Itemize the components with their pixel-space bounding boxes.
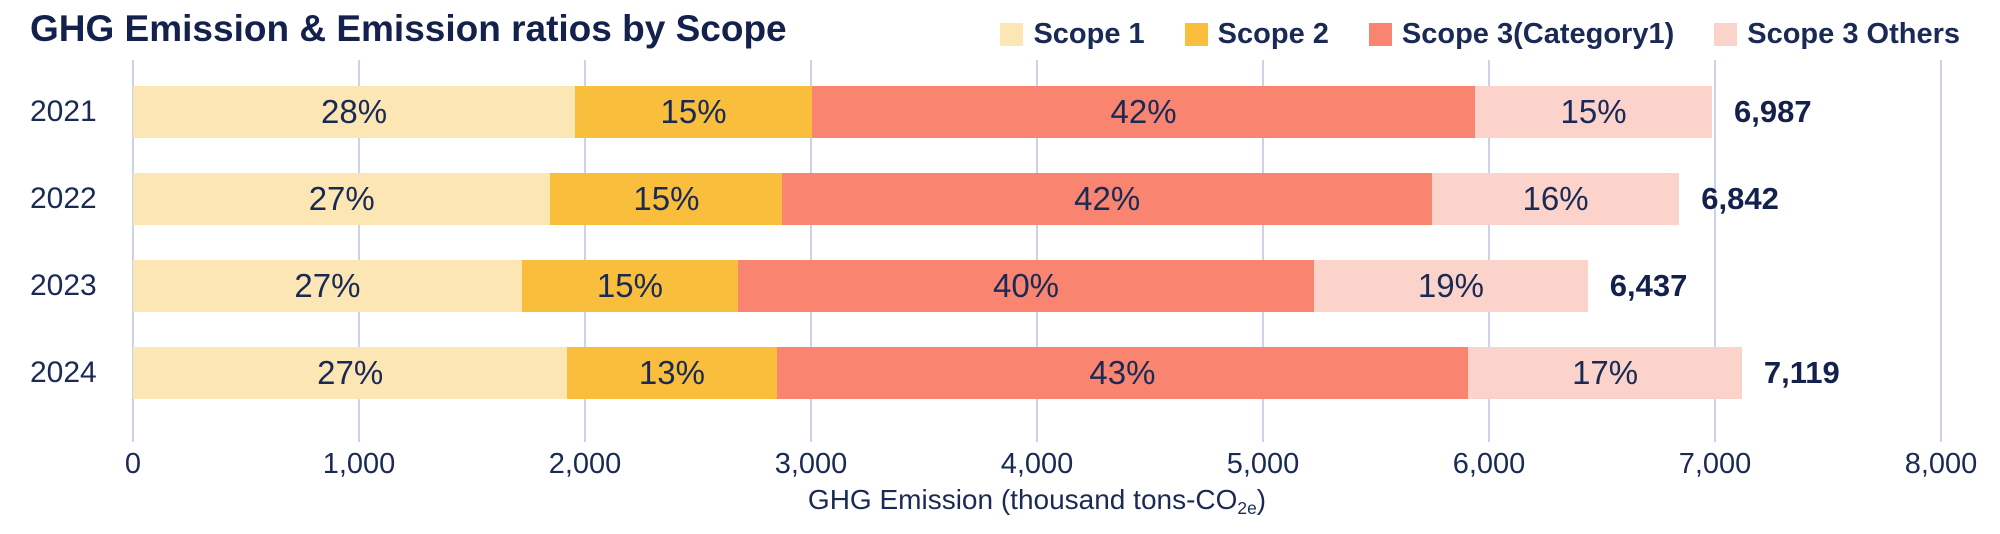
segment-percent-label: 19% <box>1417 267 1484 304</box>
segment-percent-label: 40% <box>992 267 1060 304</box>
x-axis-label-subscript: 2e <box>1237 497 1257 518</box>
total-label-2024: 7,119 <box>1763 355 1840 390</box>
x-axis-label-suffix: ) <box>1256 484 1267 515</box>
gridline-2,000 <box>584 60 586 442</box>
segment-percent-label: 15% <box>1560 93 1627 130</box>
bar-segment-2023-scope-2: 15% <box>521 260 738 312</box>
gridline-1,000 <box>358 60 360 442</box>
gridline-6,000 <box>1488 60 1490 442</box>
legend-item-3: Scope 3(Category1) <box>1368 18 1675 51</box>
legend-label: Scope 3 Others <box>1747 18 1960 50</box>
bar-segment-2024-scope-3-others: 17% <box>1468 347 1742 399</box>
gridline-8,000 <box>1940 60 1942 442</box>
x-tick-4,000: 4,000 <box>1000 448 1074 480</box>
segment-percent-label: 42% <box>1110 93 1177 130</box>
year-label-2024: 2024 <box>30 356 97 389</box>
legend-item-4: Scope 3 Others <box>1714 18 1960 51</box>
bar-2023: 27% 15% 40% 19% <box>133 260 1588 312</box>
bar-2021: 28% 15% 42% 15% <box>133 86 1712 138</box>
x-axis-label: GHG Emission (thousand tons-CO2e) <box>133 484 1941 519</box>
bar-segment-2024-scope-3-category1-: 43% <box>776 347 1469 399</box>
x-tick-0: 0 <box>124 448 142 480</box>
total-label-2022: 6,842 <box>1701 181 1779 216</box>
bar-segment-2021-scope-3-category1-: 42% <box>811 86 1476 138</box>
bar-segment-2021-scope-1: 28% <box>133 86 576 138</box>
gridline-3,000 <box>810 60 812 442</box>
x-axis-ticks: 0 1,000 2,000 3,000 4,000 5,000 6,000 7,000 8,00… <box>125 448 1977 484</box>
bar-2024: 27% 13% 43% 17% <box>133 347 1742 399</box>
year-label-2022: 2022 <box>30 182 97 215</box>
plot-grid <box>132 60 1942 442</box>
legend-swatch-icon <box>1714 23 1738 46</box>
total-label-2023: 6,437 <box>1609 268 1688 303</box>
gridline-0 <box>132 60 134 442</box>
x-tick-3,000: 3,000 <box>774 448 848 480</box>
legend-label: Scope 1 <box>1033 18 1145 50</box>
total-label-2021: 6,987 <box>1734 94 1812 129</box>
gridline-5,000 <box>1262 60 1264 442</box>
x-tick-2,000: 2,000 <box>548 448 622 480</box>
x-axis-label-prefix: GHG Emission (thousand tons-CO <box>807 484 1238 515</box>
segment-percent-label: 42% <box>1074 180 1141 217</box>
x-tick-1,000: 1,000 <box>322 448 396 480</box>
bar-segment-2023-scope-3-others: 19% <box>1314 260 1588 312</box>
bar-segment-2023-scope-1: 27% <box>133 260 522 312</box>
year-label-2021: 2021 <box>30 95 97 128</box>
segment-percent-label: 28% <box>321 93 388 130</box>
legend-swatch-icon <box>1000 23 1024 46</box>
gridline-4,000 <box>1036 60 1038 442</box>
segment-percent-label: 13% <box>638 354 705 391</box>
legend-label: Scope 3(Category1) <box>1401 18 1675 50</box>
bar-segment-2024-scope-2: 13% <box>567 347 777 399</box>
bar-segment-2021-scope-3-others: 15% <box>1475 86 1712 138</box>
bar-2022: 27% 15% 42% 16% <box>133 173 1680 225</box>
bar-segment-2022-scope-1: 27% <box>133 173 551 225</box>
legend-swatch-icon <box>1368 23 1392 46</box>
segment-percent-label: 17% <box>1572 354 1639 391</box>
legend-swatch-icon <box>1184 23 1208 46</box>
gridline-7,000 <box>1714 60 1716 442</box>
x-tick-8,000: 8,000 <box>1904 448 1978 480</box>
x-tick-5,000: 5,000 <box>1226 448 1300 480</box>
bar-segment-2024-scope-1: 27% <box>133 347 568 399</box>
year-label-2023: 2023 <box>30 269 97 302</box>
segment-percent-label: 16% <box>1522 180 1589 217</box>
segment-percent-label: 43% <box>1089 354 1156 391</box>
legend-item-2: Scope 2 <box>1184 18 1329 51</box>
legend: Scope 1 Scope 2 Scope 3(Category1) Scope 3 … <box>1000 18 1960 51</box>
bar-segment-2022-scope-3-category1-: 42% <box>782 173 1432 225</box>
segment-percent-label: 15% <box>660 93 727 130</box>
segment-percent-label: 27% <box>317 354 384 391</box>
legend-label: Scope 2 <box>1217 18 1329 50</box>
segment-percent-label: 27% <box>294 267 361 304</box>
legend-item-1: Scope 1 <box>1000 18 1145 51</box>
chart-title: GHG Emission & Emission ratios by Scope <box>30 8 787 49</box>
x-tick-7,000: 7,000 <box>1678 448 1752 480</box>
segment-percent-label: 27% <box>308 180 375 217</box>
segment-percent-label: 15% <box>596 267 663 304</box>
bar-segment-2023-scope-3-category1-: 40% <box>737 260 1315 312</box>
bar-segment-2021-scope-2: 15% <box>575 86 812 138</box>
bar-segment-2022-scope-2: 15% <box>550 173 783 225</box>
x-tick-6,000: 6,000 <box>1452 448 1526 480</box>
segment-percent-label: 15% <box>633 180 700 217</box>
bar-segment-2022-scope-3-others: 16% <box>1431 173 1680 225</box>
